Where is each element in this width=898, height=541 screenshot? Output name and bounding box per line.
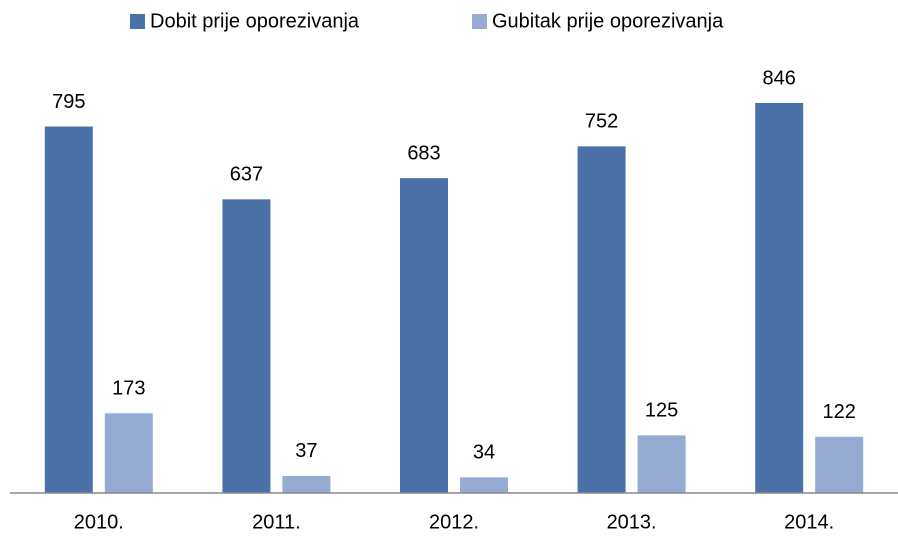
x-tick-label: 2010. (74, 511, 124, 533)
data-label: 683 (407, 142, 440, 164)
bar (400, 178, 448, 493)
data-label: 37 (295, 440, 317, 462)
bar (637, 435, 686, 493)
data-label: 795 (52, 91, 85, 113)
legend-swatch (472, 14, 487, 29)
x-tick-label: 2013. (607, 511, 657, 533)
legend-label: Gubitak prije oporezivanja (492, 10, 724, 32)
bar (577, 146, 626, 494)
data-label: 34 (473, 442, 495, 464)
data-label: 125 (645, 400, 678, 422)
data-label: 637 (230, 164, 263, 186)
bar (460, 477, 508, 493)
data-label: 122 (823, 401, 856, 423)
data-label: 173 (112, 378, 145, 400)
x-tick-label: 2014. (784, 511, 834, 533)
x-tick-label: 2012. (429, 511, 479, 533)
legend-swatch (130, 14, 145, 29)
legend-label: Dobit prije oporezivanja (150, 10, 360, 32)
bar (815, 436, 864, 493)
bar (44, 126, 93, 494)
bar (222, 199, 271, 493)
data-label: 846 (763, 67, 796, 89)
data-label: 752 (585, 111, 618, 133)
bar (282, 475, 331, 493)
x-tick-label: 2011. (252, 511, 301, 533)
bar (104, 413, 153, 493)
bar (755, 103, 804, 493)
